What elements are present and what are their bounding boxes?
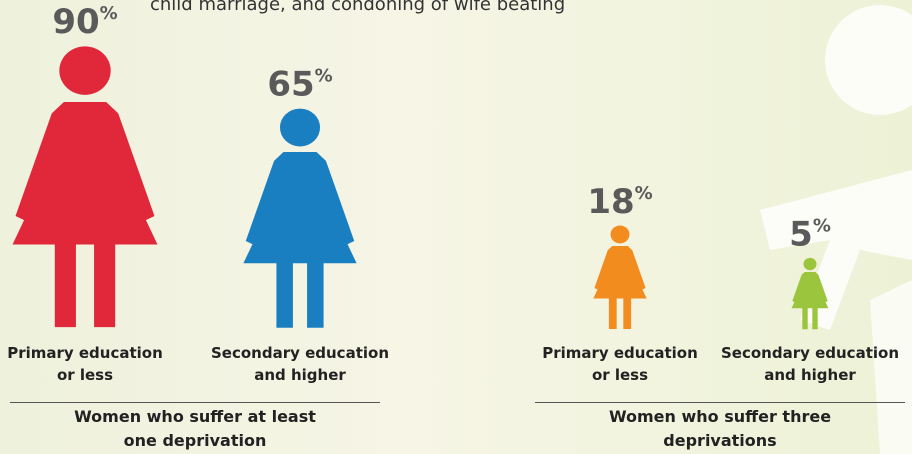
value-unit: %: [635, 183, 653, 204]
pictogram-figure: [792, 258, 829, 329]
infographic: child marriage, and condoning of wife be…: [0, 0, 912, 454]
group-title: Women who suffer at least one deprivatio…: [30, 405, 360, 453]
divider: [535, 402, 905, 403]
value-unit: %: [813, 216, 831, 237]
value-number: 90: [52, 2, 99, 42]
divider: [10, 402, 380, 403]
value-unit: %: [315, 66, 333, 87]
category-label: Primary education or less: [0, 342, 180, 386]
value-label: 18%: [587, 182, 652, 222]
value-label: 5%: [789, 215, 831, 255]
value-label: 90%: [52, 2, 117, 42]
pictogram-figure: [12, 46, 157, 327]
value-number: 65: [267, 65, 314, 105]
value-number: 5: [789, 215, 813, 255]
category-label: Primary education or less: [525, 342, 715, 386]
group-title: Women who suffer three deprivations: [555, 405, 885, 453]
value-unit: %: [100, 3, 118, 24]
category-label: Secondary education and higher: [205, 342, 395, 386]
pictogram-figure: [593, 226, 646, 329]
category-label: Secondary education and higher: [715, 342, 905, 386]
value-number: 18: [587, 182, 634, 222]
value-label: 65%: [267, 65, 332, 105]
pictogram-figure: [243, 109, 356, 328]
